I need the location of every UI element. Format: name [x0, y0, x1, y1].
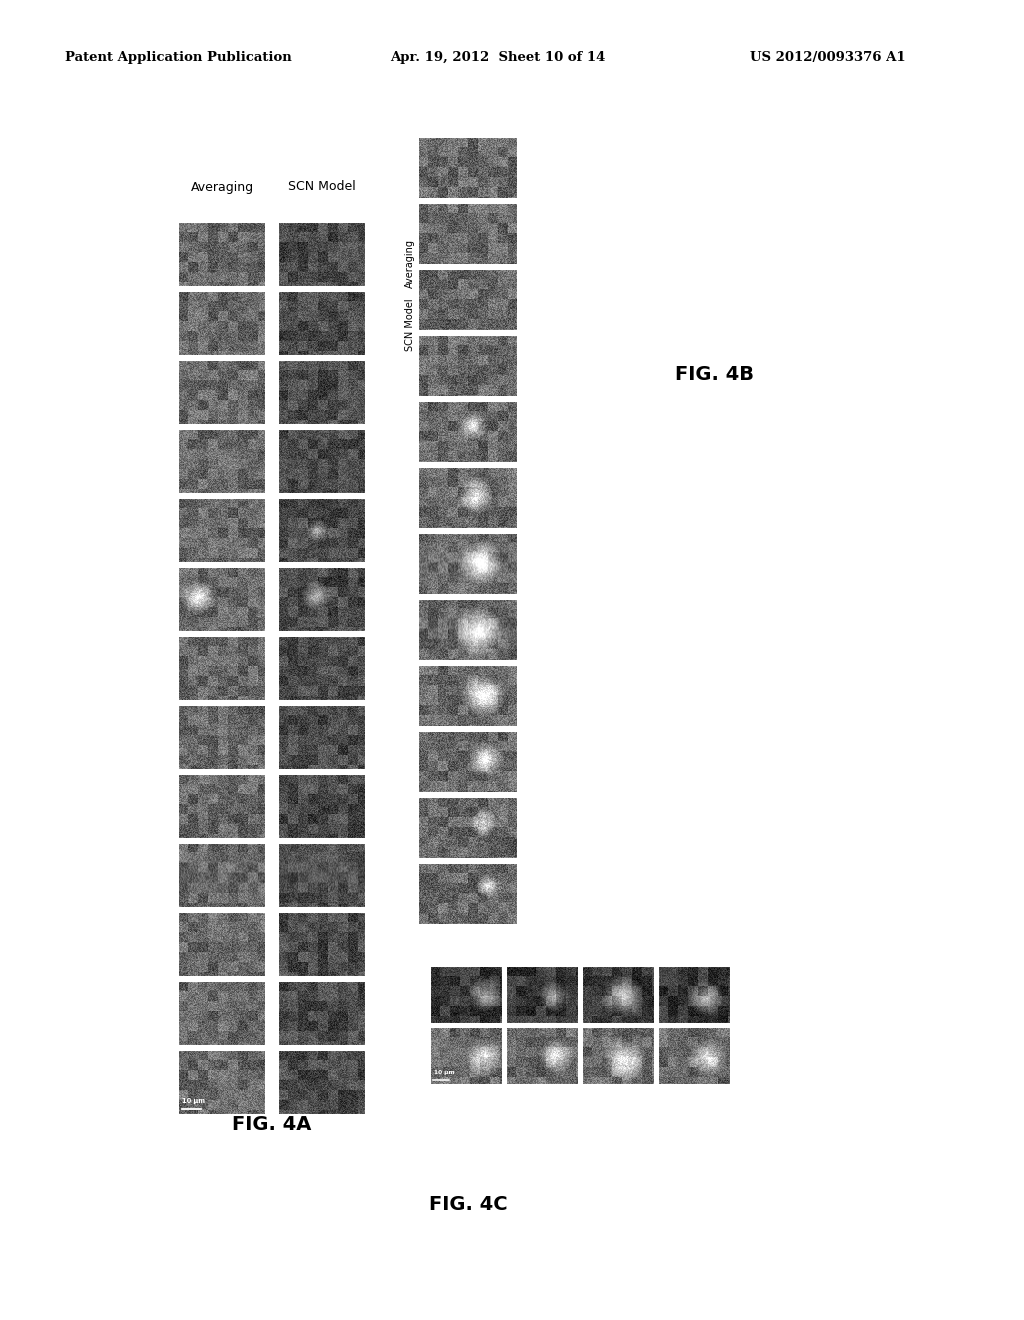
Text: SCN Model: SCN Model	[288, 181, 356, 194]
Text: 10 μm: 10 μm	[433, 1071, 454, 1076]
Text: FIG. 4A: FIG. 4A	[232, 1115, 311, 1134]
Text: Apr. 19, 2012  Sheet 10 of 14: Apr. 19, 2012 Sheet 10 of 14	[390, 50, 605, 63]
Text: FIG. 4B: FIG. 4B	[675, 366, 754, 384]
Text: Averaging: Averaging	[190, 181, 254, 194]
Text: 10 μm: 10 μm	[182, 1098, 206, 1105]
Text: Averaging: Averaging	[406, 239, 415, 289]
Text: Patent Application Publication: Patent Application Publication	[65, 50, 292, 63]
Text: FIG. 4C: FIG. 4C	[429, 1196, 507, 1214]
Text: SCN Model: SCN Model	[406, 298, 415, 351]
Text: US 2012/0093376 A1: US 2012/0093376 A1	[750, 50, 905, 63]
